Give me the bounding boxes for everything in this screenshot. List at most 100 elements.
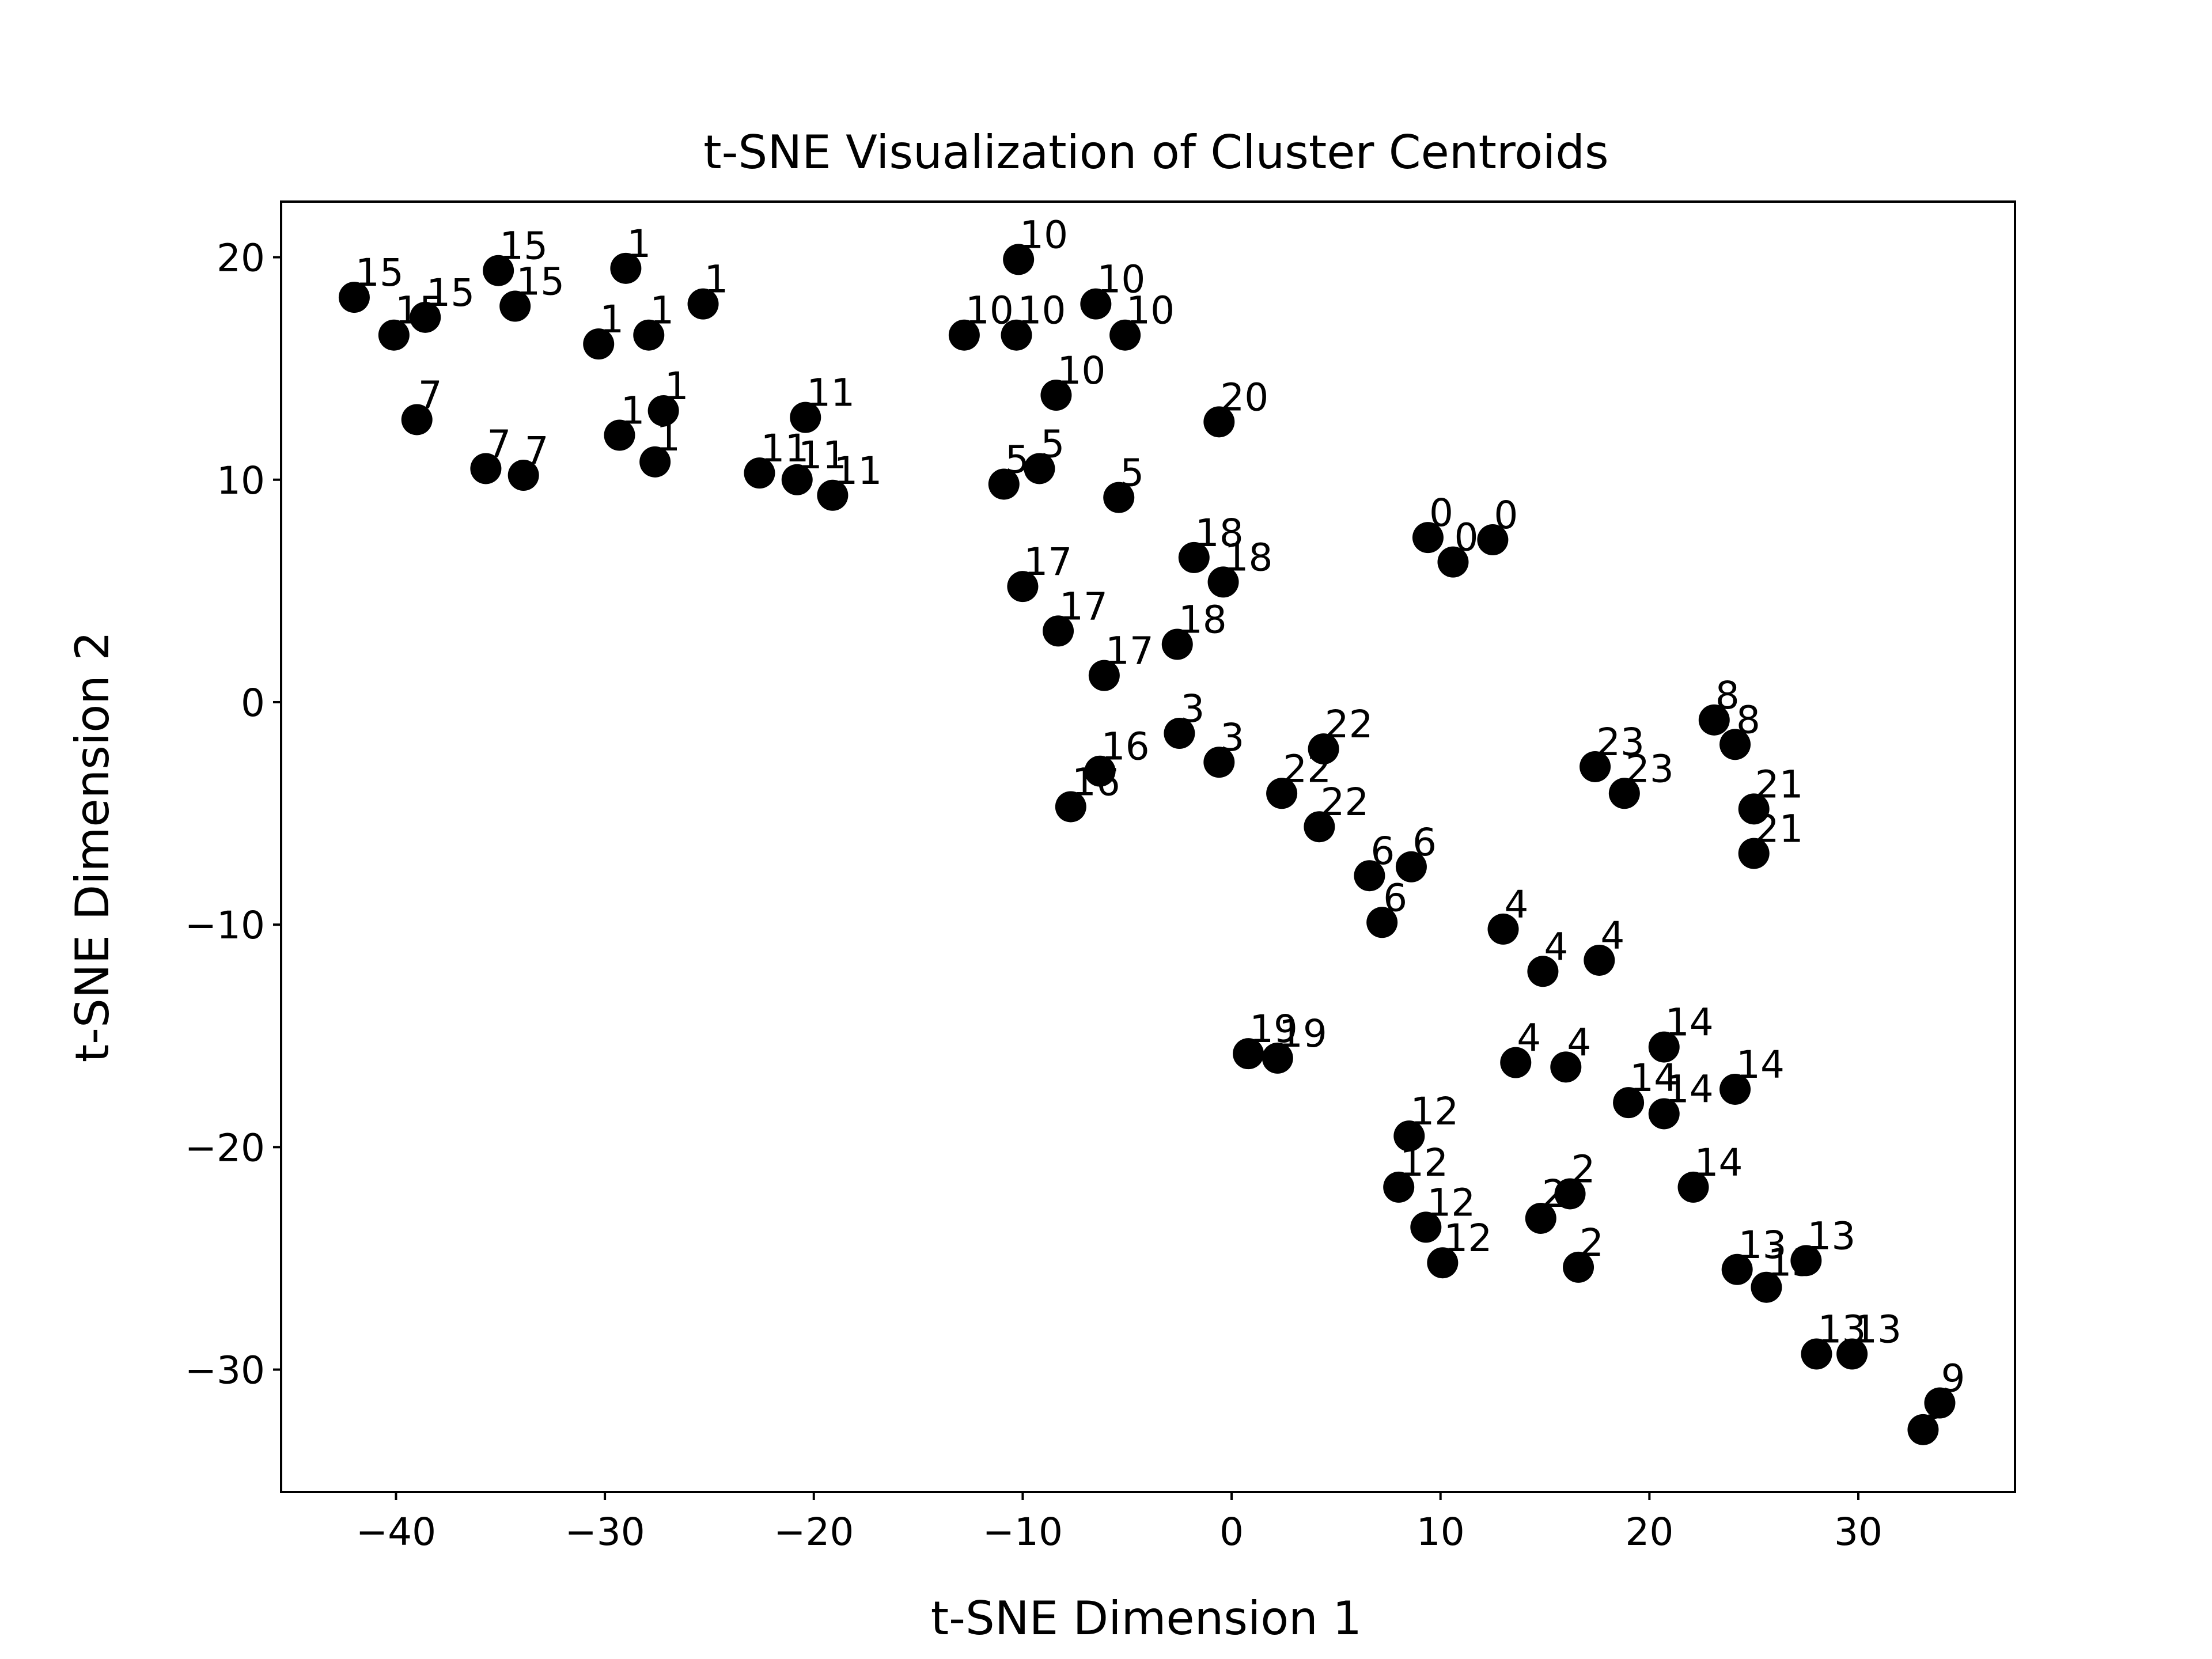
data-point-label: 6 xyxy=(1412,820,1437,865)
data-point-label: 13 xyxy=(1853,1308,1902,1352)
data-point xyxy=(1751,1271,1782,1303)
data-point xyxy=(1738,793,1770,825)
data-point xyxy=(1907,1414,1939,1445)
data-point xyxy=(639,446,671,478)
data-point xyxy=(1790,1245,1822,1277)
data-point-label: 5 xyxy=(1040,422,1065,466)
data-point-label: 11 xyxy=(798,433,847,478)
data-point-label: 2 xyxy=(1571,1147,1596,1191)
data-point-label: 16 xyxy=(1101,725,1150,769)
data-point-label: 4 xyxy=(1567,1020,1591,1065)
data-point xyxy=(1164,718,1195,749)
data-point-label: 16 xyxy=(1072,760,1120,804)
y-axis-label: t-SNE Dimension 2 xyxy=(66,631,119,1062)
data-point xyxy=(1584,944,1615,976)
data-point-label: 14 xyxy=(1630,1056,1678,1100)
x-tick-label: −40 xyxy=(356,1510,436,1554)
chart-title: t-SNE Visualization of Cluster Centroids xyxy=(703,126,1608,179)
data-point-label: 17 xyxy=(1105,629,1154,673)
data-point-label: 19 xyxy=(1279,1012,1327,1056)
data-point xyxy=(790,402,821,433)
points-layer: 1515151515111111177711111111101010101010… xyxy=(338,213,1965,1445)
data-point-label: 4 xyxy=(1600,914,1624,958)
data-point xyxy=(410,301,441,333)
data-point xyxy=(687,288,719,320)
data-point xyxy=(948,319,980,351)
data-point xyxy=(583,328,615,360)
data-point xyxy=(1412,522,1444,554)
data-point xyxy=(1719,1073,1751,1105)
data-point-label: 13 xyxy=(1738,1223,1787,1267)
y-tick-label: −10 xyxy=(185,903,265,948)
data-point xyxy=(647,395,679,427)
data-point xyxy=(1233,1038,1264,1070)
data-point-label: 10 xyxy=(1057,349,1105,393)
data-point xyxy=(1648,1031,1680,1063)
data-point-label: 14 xyxy=(1695,1141,1743,1185)
data-point xyxy=(604,419,635,451)
data-point xyxy=(1613,1087,1645,1119)
data-point xyxy=(988,468,1020,500)
data-point-label: 1 xyxy=(627,222,651,266)
data-point xyxy=(1178,541,1210,573)
data-point-label: 0 xyxy=(1454,516,1478,560)
data-point-label: 18 xyxy=(1179,598,1227,642)
y-axis: −30 −20 −10 0 10 20 xyxy=(185,236,281,1393)
data-point xyxy=(1648,1098,1680,1130)
data-point-label: 14 xyxy=(1665,1067,1714,1111)
data-point-label: 4 xyxy=(1517,1016,1541,1060)
data-point xyxy=(817,479,849,511)
data-point-label: 13 xyxy=(1767,1241,1816,1285)
x-tick-label: −10 xyxy=(983,1510,1063,1554)
x-axis-label: t-SNE Dimension 1 xyxy=(931,1592,1362,1645)
data-point xyxy=(1043,615,1074,647)
data-point-label: 12 xyxy=(1410,1089,1459,1134)
y-tick-label: 0 xyxy=(241,681,265,725)
data-point-label: 18 xyxy=(1195,511,1244,555)
data-point xyxy=(1109,319,1141,351)
data-point-label: 17 xyxy=(1059,584,1108,628)
data-point xyxy=(507,460,539,491)
data-point-label: 13 xyxy=(1817,1308,1866,1352)
data-point xyxy=(1719,729,1751,760)
data-point-label: 20 xyxy=(1220,375,1268,419)
data-point xyxy=(1393,1120,1425,1152)
y-tick-label: 20 xyxy=(217,236,265,281)
x-tick-label: 10 xyxy=(1416,1510,1465,1554)
data-point-label: 7 xyxy=(487,422,511,466)
data-point xyxy=(1088,660,1120,691)
data-point xyxy=(1161,628,1193,660)
data-point-label: 12 xyxy=(1400,1141,1448,1185)
data-point-label: 12 xyxy=(1427,1180,1475,1225)
x-tick-label: 20 xyxy=(1625,1510,1673,1554)
x-tick-label: −20 xyxy=(774,1510,854,1554)
data-point-label: 5 xyxy=(1120,451,1144,495)
data-point xyxy=(1024,453,1055,484)
data-point xyxy=(1308,733,1339,765)
data-point xyxy=(1266,778,1298,809)
data-point-label: 14 xyxy=(1665,1001,1714,1045)
data-point-label: 10 xyxy=(1018,289,1066,333)
data-point xyxy=(1608,778,1640,809)
data-point-label: 2 xyxy=(1580,1221,1604,1265)
data-point-label: 10 xyxy=(1097,257,1145,302)
data-point xyxy=(1698,704,1730,736)
data-point-label: 4 xyxy=(1505,882,1529,927)
data-point-label: 11 xyxy=(806,371,855,415)
x-tick-label: 0 xyxy=(1219,1510,1244,1554)
data-point xyxy=(401,404,433,435)
x-tick-label: −30 xyxy=(565,1510,645,1554)
data-point-label: 23 xyxy=(1596,720,1645,764)
data-point-label: 1 xyxy=(704,257,729,302)
data-point-label: 15 xyxy=(499,224,548,268)
data-point-label: 17 xyxy=(1024,540,1072,584)
data-point-label: 5 xyxy=(1005,437,1029,482)
data-point xyxy=(1262,1042,1293,1074)
data-point xyxy=(1080,288,1112,320)
data-point-label: 7 xyxy=(418,373,442,417)
data-point-label: 22 xyxy=(1320,780,1369,824)
data-point xyxy=(378,319,410,351)
data-point xyxy=(1203,747,1235,778)
